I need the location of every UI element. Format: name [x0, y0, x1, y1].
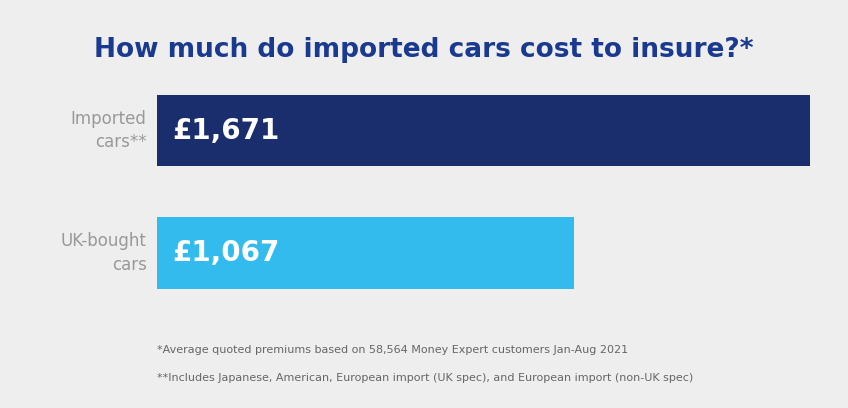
- FancyBboxPatch shape: [157, 95, 810, 166]
- FancyBboxPatch shape: [157, 217, 574, 289]
- Text: £1,671: £1,671: [172, 117, 279, 144]
- Text: How much do imported cars cost to insure?*: How much do imported cars cost to insure…: [94, 37, 754, 63]
- Text: *Average quoted premiums based on 58,564 Money Expert customers Jan-Aug 2021: *Average quoted premiums based on 58,564…: [157, 345, 628, 355]
- Text: Imported
cars**: Imported cars**: [71, 110, 147, 151]
- Text: UK-bought
cars: UK-bought cars: [61, 232, 147, 274]
- Text: £1,067: £1,067: [172, 239, 280, 267]
- Text: **Includes Japanese, American, European import (UK spec), and European import (n: **Includes Japanese, American, European …: [157, 373, 693, 384]
